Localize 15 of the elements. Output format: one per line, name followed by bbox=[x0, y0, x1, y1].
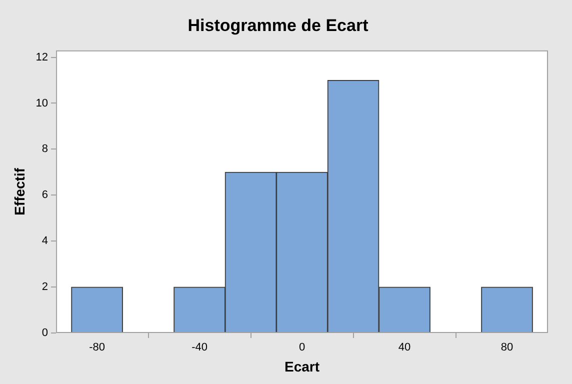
chart-title: Histogramme de Ecart bbox=[188, 16, 369, 35]
y-tick-label: 8 bbox=[42, 143, 48, 156]
y-tick-label: 10 bbox=[36, 97, 48, 110]
y-tick-label: 2 bbox=[42, 281, 48, 294]
y-axis-title: Effectif bbox=[11, 168, 28, 216]
y-tick-label: 4 bbox=[42, 235, 48, 248]
y-tick-label: 12 bbox=[36, 51, 48, 64]
x-tick-label: -40 bbox=[192, 342, 208, 354]
x-tick-label: -80 bbox=[89, 342, 105, 354]
x-tick-label: 0 bbox=[298, 342, 306, 354]
y-tick-label: 0 bbox=[42, 327, 48, 340]
x-tick-label: 80 bbox=[500, 342, 514, 354]
x-axis-title: Ecart bbox=[284, 358, 320, 374]
y-tick-label: 6 bbox=[42, 189, 48, 202]
x-tick-label: 40 bbox=[398, 342, 411, 354]
